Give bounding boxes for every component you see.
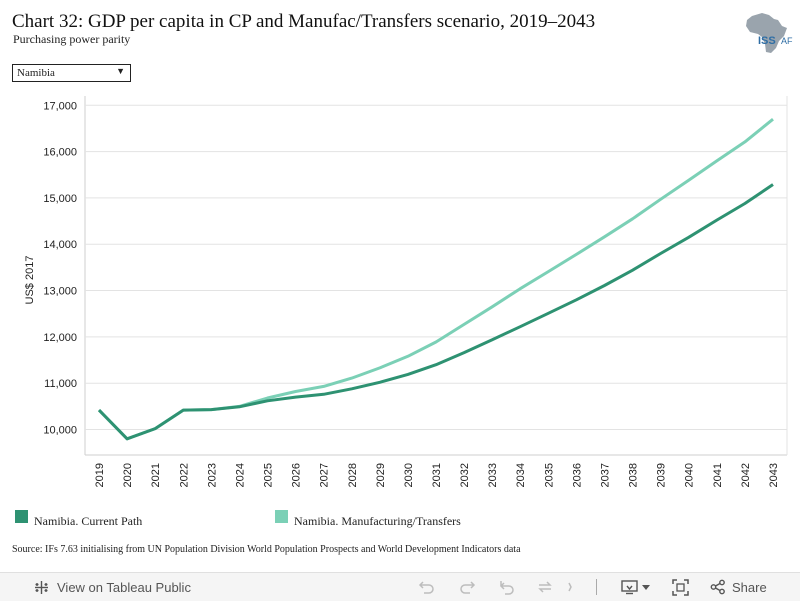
line-chart: 10,000 11,000 12,000 13,000 14,000 15,000 16,0… xyxy=(24,96,788,487)
redo-button[interactable] xyxy=(458,573,476,601)
x-tick-label: 2037 xyxy=(599,463,611,487)
series-line-manufacturing-transfers[interactable] xyxy=(97,118,774,441)
series-line-current-path[interactable] xyxy=(97,183,774,441)
x-tick-label: 2027 xyxy=(319,463,331,487)
view-on-tableau-button[interactable]: View on Tableau Public xyxy=(34,573,191,601)
tableau-toolbar: View on Tableau Public xyxy=(0,572,800,601)
caret-down-icon: ▼ xyxy=(116,66,125,76)
revert-icon xyxy=(499,581,514,595)
x-tick-label: 2034 xyxy=(515,463,527,487)
country-filter-value: Namibia xyxy=(17,67,55,79)
redo-icon xyxy=(460,581,476,594)
x-tick-label: 2021 xyxy=(150,463,162,487)
x-tick-label: 2035 xyxy=(543,463,555,487)
x-tick-label: 2022 xyxy=(178,463,190,487)
chart-gridlines xyxy=(84,96,788,456)
x-tick-label: 2019 xyxy=(94,463,106,487)
x-tick-label: 2024 xyxy=(234,463,246,487)
y-tick-label: 12,000 xyxy=(43,332,77,344)
y-tick-label: 13,000 xyxy=(43,286,77,298)
x-tick-label: 2041 xyxy=(712,463,724,487)
refresh-button[interactable] xyxy=(536,573,554,601)
logo-text-af: AF xyxy=(781,36,793,46)
x-tick-label: 2030 xyxy=(403,463,415,487)
y-axis-ticks: 10,000 11,000 12,000 13,000 14,000 15,000 16,0… xyxy=(43,100,77,436)
x-tick-label: 2023 xyxy=(206,463,218,487)
share-icon xyxy=(710,579,725,595)
legend-swatch-current-path xyxy=(15,510,28,523)
share-label: Share xyxy=(732,579,767,595)
share-button[interactable]: Share xyxy=(710,573,767,601)
fullscreen-button[interactable] xyxy=(672,573,689,601)
x-tick-label: 2031 xyxy=(431,463,443,487)
undo-icon xyxy=(418,581,434,594)
country-filter-dropdown[interactable]: Namibia ▼ xyxy=(12,64,131,82)
source-note: Source: IFs 7.63 initialising from UN Po… xyxy=(12,544,521,555)
legend-label-current-path: Namibia. Current Path xyxy=(34,514,143,528)
africa-map-icon xyxy=(746,13,787,53)
refresh-icon xyxy=(538,581,552,593)
chart-subtitle: Purchasing power parity xyxy=(13,32,131,46)
x-tick-label: 2039 xyxy=(656,463,668,487)
undo-button[interactable] xyxy=(418,573,436,601)
y-tick-label: 17,000 xyxy=(43,100,77,112)
y-tick-label: 14,000 xyxy=(43,239,77,251)
x-tick-label: 2026 xyxy=(291,463,303,487)
x-tick-label: 2036 xyxy=(571,463,583,487)
x-tick-label: 2038 xyxy=(628,463,640,487)
y-tick-label: 11,000 xyxy=(44,378,77,390)
x-tick-label: 2042 xyxy=(740,463,752,487)
y-tick-label: 15,000 xyxy=(43,193,77,205)
x-tick-label: 2032 xyxy=(459,463,471,487)
fullscreen-icon xyxy=(672,578,689,596)
x-tick-label: 2029 xyxy=(375,463,387,487)
y-tick-label: 10,000 xyxy=(43,425,77,437)
pause-button[interactable] xyxy=(566,573,574,601)
pause-icon xyxy=(568,582,572,592)
x-tick-label: 2020 xyxy=(122,463,134,487)
legend-label-manufacturing: Namibia. Manufacturing/Transfers xyxy=(294,514,461,528)
x-tick-label: 2043 xyxy=(768,463,780,487)
chart-title: Chart 32: GDP per capita in CP and Manuf… xyxy=(12,11,596,32)
y-axis-label: US$ 2017 xyxy=(24,256,36,305)
iss-africa-logo: ISS AF xyxy=(738,10,794,56)
x-tick-label: 2025 xyxy=(263,463,275,487)
legend-swatch-manufacturing xyxy=(275,510,288,523)
x-tick-label: 2033 xyxy=(487,463,499,487)
chart-series xyxy=(97,118,774,441)
download-icon xyxy=(621,580,638,595)
view-on-tableau-label: View on Tableau Public xyxy=(57,579,191,595)
logo-text-iss: ISS xyxy=(758,35,776,47)
x-tick-label: 2040 xyxy=(684,463,696,487)
download-button[interactable] xyxy=(621,573,650,601)
toolbar-divider xyxy=(596,573,597,601)
revert-button[interactable] xyxy=(498,573,516,601)
x-axis-ticks: 2019 2020 2021 2022 2023 2024 2025 2026 2027 2028… xyxy=(94,463,780,487)
y-tick-label: 16,000 xyxy=(43,147,77,159)
x-tick-label: 2028 xyxy=(347,463,359,487)
tableau-logo-icon xyxy=(35,580,48,594)
chevron-down-icon xyxy=(642,585,650,590)
